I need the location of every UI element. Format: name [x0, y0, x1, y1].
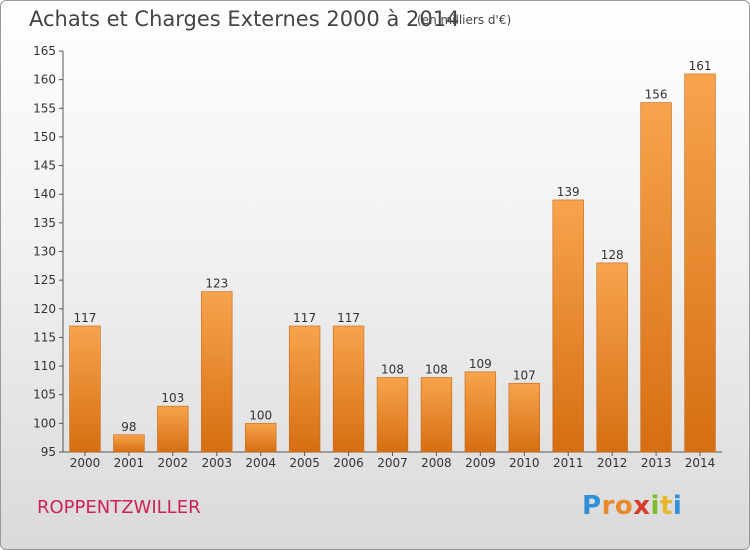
bar-value-label: 123 — [205, 277, 228, 291]
x-tick-label: 2007 — [377, 456, 408, 470]
x-tick-label: 2012 — [597, 456, 628, 470]
bar-value-label: 109 — [469, 357, 492, 371]
y-tick-label: 160 — [33, 73, 56, 87]
commune-name: ROPPENTZWILLER — [37, 497, 201, 518]
bar-value-label: 100 — [249, 408, 272, 422]
x-tick-label: 2000 — [70, 456, 101, 470]
y-tick-label: 120 — [33, 302, 56, 316]
x-tick-label: 2009 — [465, 456, 496, 470]
bar — [420, 377, 453, 453]
bar-value-label: 156 — [645, 88, 668, 102]
bar — [552, 199, 584, 453]
y-tick-label: 135 — [33, 216, 56, 230]
y-tick-label: 130 — [33, 245, 56, 259]
chart-title: Achats et Charges Externes 2000 à 2014 — [29, 7, 460, 31]
y-tick-label: 165 — [33, 44, 56, 58]
bar-value-label: 108 — [381, 363, 404, 377]
bar — [288, 325, 321, 453]
x-tick-label: 2013 — [641, 456, 672, 470]
chart-axes: 95 100 105 110 115 120 125 130 135 140 145 150 155 16… — [33, 44, 722, 470]
x-tick-label: 2005 — [289, 456, 320, 470]
x-tick-label: 2001 — [114, 456, 145, 470]
bar — [464, 371, 497, 453]
y-tick-label: 155 — [33, 101, 56, 115]
bar-value-label: 128 — [601, 248, 624, 262]
y-tick-label: 125 — [33, 273, 56, 287]
bar-value-label: 117 — [293, 311, 316, 325]
y-tick-label: 110 — [33, 359, 56, 373]
bar — [376, 377, 409, 453]
bar — [640, 102, 672, 453]
x-tick-label: 2011 — [553, 456, 584, 470]
y-tick-label: 115 — [33, 330, 56, 344]
bar-value-label: 107 — [513, 368, 536, 382]
bar-value-label: 108 — [425, 363, 448, 377]
y-tick-label: 145 — [33, 159, 56, 173]
bar-value-label: 117 — [337, 311, 360, 325]
bar — [157, 405, 189, 453]
proxiti-logo[interactable]: Proxiti — [582, 491, 683, 521]
x-tick-label: 2002 — [158, 456, 189, 470]
bar — [508, 382, 540, 453]
y-tick-label: 150 — [33, 130, 56, 144]
y-tick-label: 95 — [41, 445, 56, 459]
x-tick-label: 2003 — [201, 456, 232, 470]
x-tick-label: 2014 — [685, 456, 716, 470]
chart-data-labels: 117 98 103 123 100 117 117 108 108 109 107 139 128 15… — [74, 59, 712, 434]
chart-subtitle: (en milliers d'€) — [417, 13, 512, 27]
bar-value-label: 161 — [689, 59, 712, 73]
bar — [245, 423, 277, 453]
bar — [201, 291, 233, 453]
y-tick-label: 105 — [33, 388, 56, 402]
bar-value-label: 117 — [74, 311, 97, 325]
bar-value-label: 139 — [557, 185, 580, 199]
bar-value-label: 103 — [161, 391, 184, 405]
bar — [596, 262, 628, 453]
bar — [684, 73, 716, 453]
bar — [69, 325, 101, 453]
x-tick-label: 2010 — [509, 456, 540, 470]
x-tick-label: 2008 — [421, 456, 452, 470]
chart-bars — [69, 73, 716, 453]
bar — [332, 325, 365, 453]
y-tick-label: 100 — [33, 416, 56, 430]
bar-value-label: 98 — [121, 420, 136, 434]
y-tick-label: 140 — [33, 187, 56, 201]
x-tick-label: 2006 — [333, 456, 364, 470]
x-tick-label: 2004 — [245, 456, 276, 470]
bar — [113, 434, 145, 453]
